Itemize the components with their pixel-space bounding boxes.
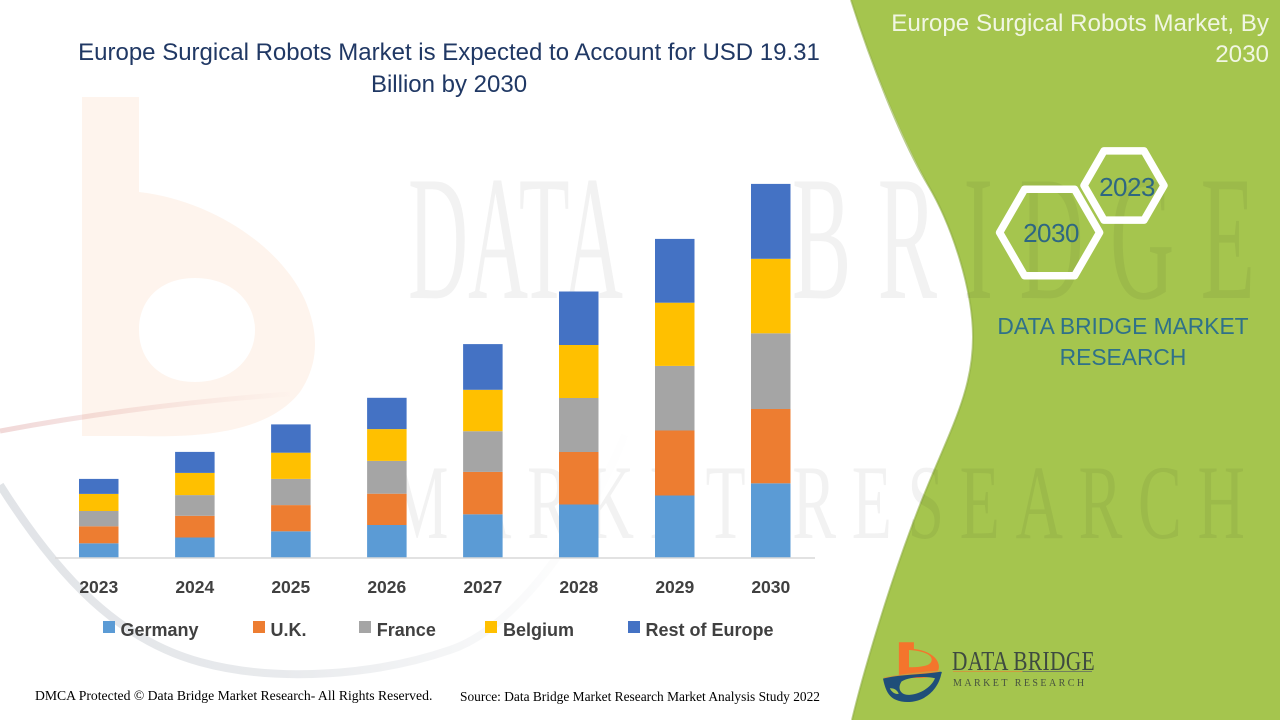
svg-text:MARKET RESEARCH: MARKET RESEARCH xyxy=(390,444,1245,562)
